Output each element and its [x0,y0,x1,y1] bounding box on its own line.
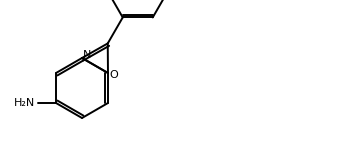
Text: O: O [110,70,118,80]
Text: H₂N: H₂N [13,98,35,108]
Text: N: N [83,50,91,60]
